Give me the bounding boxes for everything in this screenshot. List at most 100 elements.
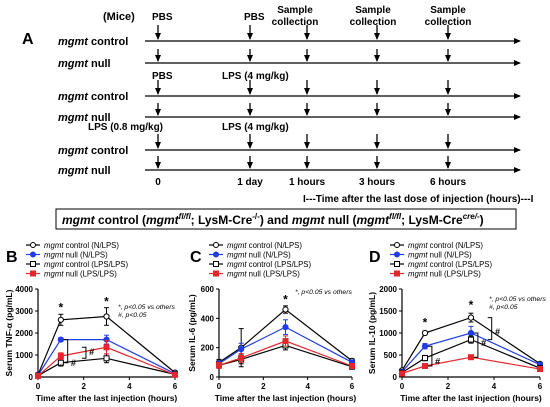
y-axis-label: Serum IL-6 (pg/mL) xyxy=(187,294,197,372)
sample-label: collection xyxy=(272,17,319,28)
series-line xyxy=(401,356,541,375)
x-tick-label: 0 xyxy=(400,382,405,391)
significance-star: * xyxy=(104,295,109,309)
row-label-rest: control xyxy=(88,145,128,157)
x-tick-label: 6 xyxy=(350,382,355,391)
legend-marker xyxy=(394,261,400,267)
y-tick-label: 3000 xyxy=(15,307,33,316)
series-line xyxy=(218,344,353,368)
row-label-rest: null xyxy=(88,58,111,70)
data-point xyxy=(467,314,475,321)
legend-marker xyxy=(213,242,219,248)
significance-star: * xyxy=(469,298,474,312)
x-tick-label: 2 xyxy=(446,382,451,391)
legend-marker xyxy=(30,251,36,258)
x-tick-label: 0 xyxy=(36,382,41,391)
significance-note: *, p<0.05 vs others xyxy=(118,304,175,311)
legend-marker xyxy=(213,270,219,277)
series-line xyxy=(218,308,353,363)
series-line xyxy=(401,316,541,371)
x-tick-label: 4 xyxy=(127,382,132,391)
row-label-italic: mgmt xyxy=(58,145,89,157)
mice-label: (Mice) xyxy=(103,11,135,23)
row-label-italic: mgmt xyxy=(58,36,89,48)
data-point xyxy=(35,372,41,379)
significance-bracket xyxy=(473,332,479,358)
data-point xyxy=(57,359,64,366)
legend-label-italic: mgmt xyxy=(408,260,428,269)
x-tick-label: 4 xyxy=(305,382,310,391)
legend-label: mgmt control (LPS/LPS) xyxy=(227,260,311,269)
legend-label: mgmt null (LPS/LPS) xyxy=(44,270,117,279)
series-line xyxy=(37,357,176,377)
legend-label-rest: null (N/LPS) xyxy=(64,251,109,260)
chart-il6: 0 200 400 600 0 2 4 6 Time after the last inject… xyxy=(187,241,356,403)
legend-label-italic: mgmt xyxy=(408,270,428,279)
significance-star: * xyxy=(58,300,63,314)
panel-b-label: B xyxy=(6,249,18,266)
x-axis-label: Time after the last injection (hours) xyxy=(215,393,357,403)
data-point xyxy=(216,362,222,369)
data-point xyxy=(282,324,289,331)
x-tick-label: 6 xyxy=(173,382,178,391)
y-tick-label: 1000 xyxy=(379,329,397,338)
legend-label: mgmt control (LPS/LPS) xyxy=(408,260,492,269)
data-point xyxy=(57,353,64,360)
significance-bracket xyxy=(487,317,493,341)
significance-star: * xyxy=(423,315,428,329)
legend-label-italic: mgmt xyxy=(227,270,247,279)
legend-label-italic: mgmt xyxy=(44,260,64,269)
row-label-italic: mgmt xyxy=(58,58,89,70)
data-point xyxy=(421,343,429,350)
significance-note: #, p<0.05 xyxy=(489,304,518,311)
legend-label: mgmt control (N/LPS) xyxy=(227,241,302,250)
timepoint-label: 1 hours xyxy=(289,177,326,188)
x-tick-label: 2 xyxy=(81,382,86,391)
significance-hash: # xyxy=(495,327,500,337)
data-point xyxy=(421,329,429,337)
legend-label-italic: mgmt xyxy=(227,251,247,260)
y-tick-label: 600 xyxy=(201,285,215,294)
row-label-rest: null xyxy=(88,165,111,177)
legend-marker xyxy=(30,242,36,248)
y-tick-label: 200 xyxy=(201,344,215,353)
y-tick-label: 2000 xyxy=(15,329,33,338)
y-axis-label: Serum TNF-α (pg/mL) xyxy=(4,289,14,376)
lps-label: LPS (4 mg/kg) xyxy=(222,71,289,82)
significance-note: *, p<0.05 vs others xyxy=(295,289,352,296)
sample-label: collection xyxy=(350,17,397,28)
genotype-text: mgmt control (mgmtfl/fl; LysM-Cre-/-) an… xyxy=(62,212,484,227)
row-label: mgmt control xyxy=(58,145,128,157)
genotype-box xyxy=(55,208,517,230)
significance-hash: # xyxy=(71,358,76,368)
y-tick-label: 400 xyxy=(201,314,215,323)
data-point xyxy=(468,336,474,343)
data-point xyxy=(282,306,289,313)
y-tick-label: 0 xyxy=(210,373,215,382)
series-line xyxy=(401,332,541,373)
legend-marker xyxy=(394,251,400,258)
significance-note: *, p<0.05 vs others xyxy=(489,296,546,303)
data-point xyxy=(422,363,428,369)
legend-label-rest: control (N/LPS) xyxy=(64,241,120,250)
y-axis-label: Serum IL-10 (pg/mL) xyxy=(367,292,377,374)
pbs-label: PBS xyxy=(152,71,173,82)
data-point xyxy=(238,346,245,353)
series-line xyxy=(218,326,353,365)
row-label: mgmt null xyxy=(58,165,111,177)
data-point xyxy=(467,329,475,337)
timepoint-label: 6 hours xyxy=(430,177,467,188)
legend-marker xyxy=(213,251,219,258)
row-label: mgmt control xyxy=(58,36,128,48)
timepoint-label: 1 day xyxy=(237,177,263,188)
legend-label-rest: control (N/LPS) xyxy=(428,241,484,250)
significance-bracket xyxy=(63,339,69,364)
significance-note: #, p<0.05 xyxy=(118,312,147,319)
data-point xyxy=(172,371,178,378)
legend-label-italic: mgmt xyxy=(227,241,247,250)
row-label: mgmt control xyxy=(58,91,128,103)
legend-label-rest: control (LPS/LPS) xyxy=(428,260,493,269)
sample-label: Sample xyxy=(430,5,466,16)
data-point xyxy=(399,370,405,377)
